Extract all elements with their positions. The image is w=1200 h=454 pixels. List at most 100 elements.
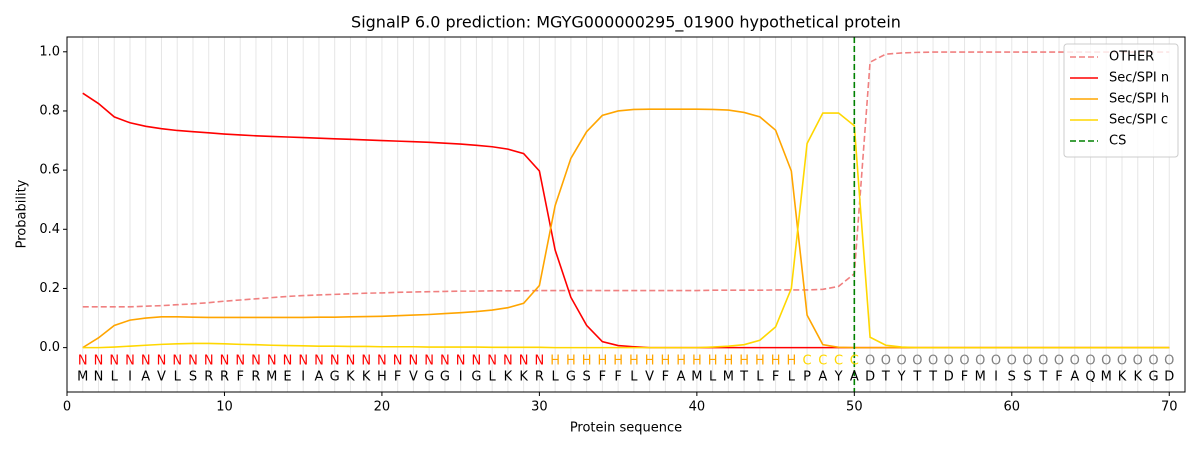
residue-label: T (739, 370, 748, 385)
residue-label: F (236, 370, 243, 385)
region-label: O (928, 353, 938, 368)
residue-label: S (583, 370, 591, 385)
residue-label: F (394, 370, 401, 385)
y-axis-label: Probability (15, 179, 30, 248)
residue-label: A (677, 370, 686, 385)
region-label: N (235, 353, 245, 368)
residue-label: G (424, 370, 434, 385)
region-label: H (723, 353, 733, 368)
residue-label: K (504, 370, 513, 385)
region-label: H (550, 353, 560, 368)
region-label: N (487, 353, 497, 368)
y-tick-label: 0.8 (39, 103, 60, 118)
residue-label: M (1101, 370, 1112, 385)
series-line (82, 51, 1170, 308)
residue-label: N (94, 370, 104, 385)
residue-label: D (944, 370, 954, 385)
region-label: N (94, 353, 104, 368)
region-label: N (283, 353, 293, 368)
residue-label: K (362, 370, 371, 385)
residue-label: M (77, 370, 88, 385)
region-label: O (912, 353, 922, 368)
residue-label: K (346, 370, 355, 385)
y-tick-label: 1.0 (39, 44, 60, 59)
region-label: H (629, 353, 639, 368)
region-label: O (1164, 353, 1174, 368)
region-label: H (771, 353, 781, 368)
x-axis-label: Protein sequence (570, 421, 682, 436)
region-label: N (78, 353, 88, 368)
residue-label: R (204, 370, 213, 385)
residue-label: L (788, 370, 796, 385)
region-label: H (708, 353, 718, 368)
region-label: N (424, 353, 434, 368)
region-label: O (959, 353, 969, 368)
x-tick-label: 60 (1004, 400, 1021, 415)
residue-label: V (645, 370, 654, 385)
residue-label: A (141, 370, 150, 385)
region-label: H (645, 353, 655, 368)
residue-label: F (1055, 370, 1062, 385)
region-label: O (975, 353, 985, 368)
legend-label: Sec/SPI h (1109, 92, 1169, 107)
region-label: O (1070, 353, 1080, 368)
residue-label: R (251, 370, 260, 385)
region-label: C (850, 353, 859, 368)
region-label: N (141, 353, 151, 368)
region-label: O (1022, 353, 1032, 368)
region-label: O (1101, 353, 1111, 368)
residue-label: V (157, 370, 166, 385)
region-label: C (834, 353, 843, 368)
region-label: N (298, 353, 308, 368)
residue-label: V (409, 370, 418, 385)
series-line (82, 112, 1170, 349)
region-label: N (377, 353, 387, 368)
region-label: N (109, 353, 119, 368)
region-label: H (566, 353, 576, 368)
region-label: C (818, 353, 827, 368)
region-label: N (188, 353, 198, 368)
residue-label: D (1164, 370, 1174, 385)
legend-label: Sec/SPI n (1109, 71, 1169, 86)
residue-label: M (266, 370, 277, 385)
plot-frame (66, 36, 1186, 393)
residue-label: F (599, 370, 606, 385)
y-tick-label: 0.6 (39, 163, 60, 178)
residue-label: A (818, 370, 827, 385)
region-label: N (535, 353, 545, 368)
residue-label: I (459, 370, 463, 385)
region-label: N (361, 353, 371, 368)
residue-label: I (994, 370, 998, 385)
residue-label: G (471, 370, 481, 385)
residue-label: G (566, 370, 576, 385)
residue-label: F (614, 370, 621, 385)
residue-label: D (865, 370, 875, 385)
region-label: N (251, 353, 261, 368)
region-label: H (613, 353, 623, 368)
residue-label: S (1023, 370, 1031, 385)
region-label: O (1133, 353, 1143, 368)
residue-label: T (912, 370, 921, 385)
x-tick-label: 0 (63, 400, 71, 415)
region-label: N (314, 353, 324, 368)
region-label: N (456, 353, 466, 368)
residue-label: T (881, 370, 890, 385)
region-label: N (503, 353, 513, 368)
region-label: H (786, 353, 796, 368)
region-label: N (393, 353, 403, 368)
residue-label: L (756, 370, 764, 385)
residue-label: G (440, 370, 450, 385)
residue-label: R (220, 370, 229, 385)
residue-label: M (975, 370, 986, 385)
y-tick-label: 0.2 (39, 281, 60, 296)
legend-label: Sec/SPI c (1109, 113, 1168, 128)
region-label: O (1007, 353, 1017, 368)
residue-label: T (1038, 370, 1047, 385)
region-label: O (1117, 353, 1127, 368)
region-label: N (220, 353, 230, 368)
residue-label: Y (897, 370, 906, 385)
region-label: N (204, 353, 214, 368)
residue-label: T (928, 370, 937, 385)
